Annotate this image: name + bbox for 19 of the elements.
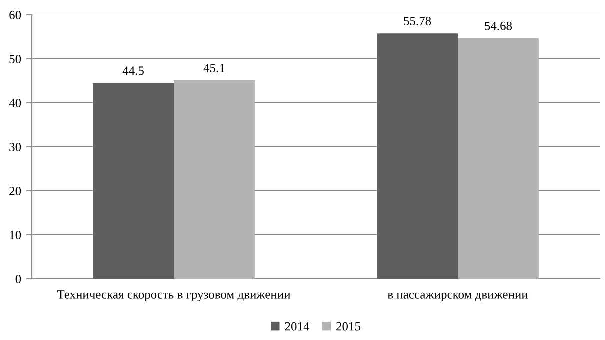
y-tick-label: 50 — [10, 55, 22, 64]
y-tick-label: 60 — [10, 11, 22, 20]
data-label: 44.5 — [122, 66, 144, 76]
y-tick-label: 20 — [10, 187, 22, 196]
bar — [458, 38, 539, 279]
y-tick-label: 0 — [16, 275, 22, 284]
legend-label: 2015 — [336, 322, 361, 331]
bar — [174, 80, 255, 279]
x-tick-label: Техническая скорость в грузовом движении — [57, 290, 290, 302]
y-tick-label: 40 — [9, 99, 22, 108]
data-label: 45.1 — [204, 64, 225, 73]
bar — [93, 83, 174, 279]
legend-label: 2014 — [285, 322, 310, 331]
data-label: 54.68 — [485, 22, 512, 30]
y-tick-label: 10 — [10, 231, 22, 240]
bar — [377, 34, 458, 279]
data-label: 55.78 — [404, 17, 432, 26]
x-tick-label: в пассажирском движении — [388, 292, 528, 302]
y-tick-label: 30 — [10, 143, 22, 152]
